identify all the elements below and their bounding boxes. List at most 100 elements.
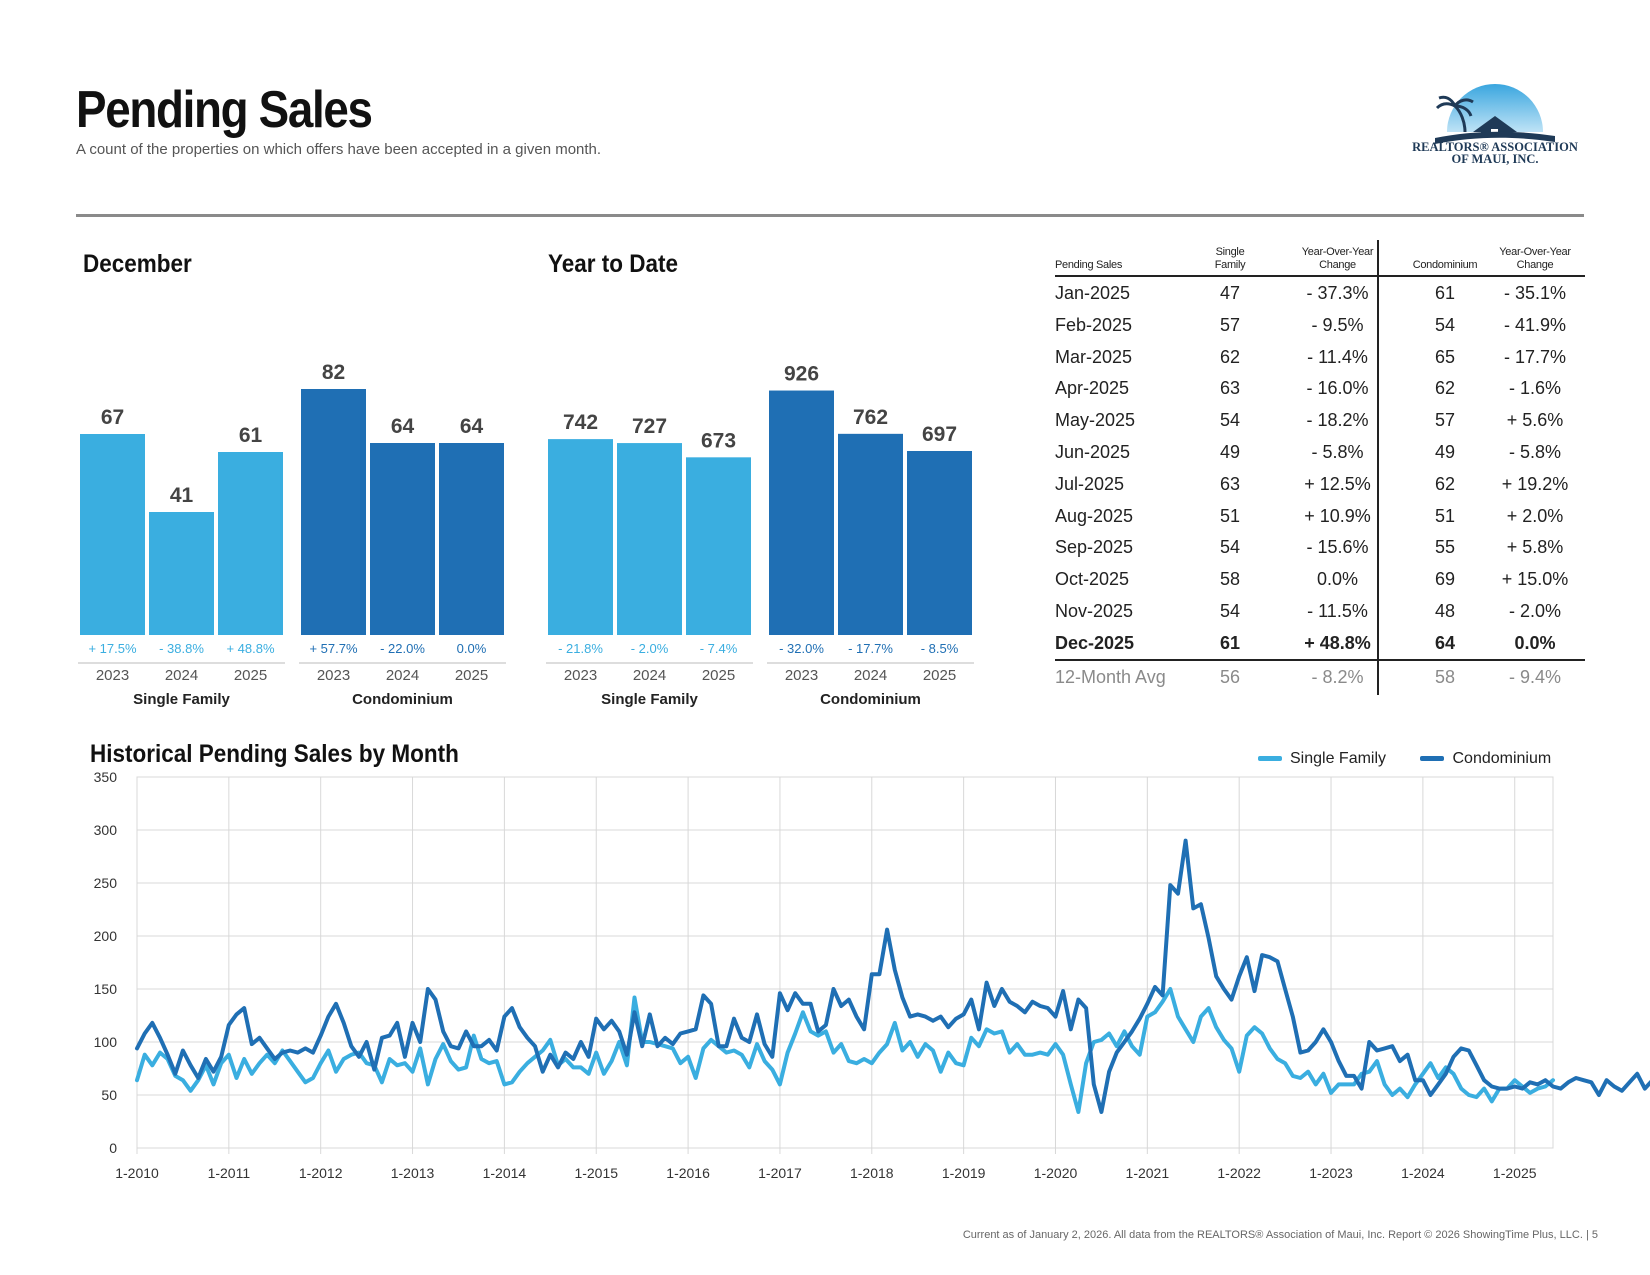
table-cell: 49	[1434, 441, 1456, 462]
table-cell: Dec-2025	[1055, 632, 1135, 653]
x-tick-label: 1-2025	[1493, 1165, 1537, 1181]
x-tick-label: 1-2010	[115, 1165, 159, 1181]
bar-change-label: 0.0%	[457, 641, 487, 656]
y-tick-label: 200	[94, 928, 118, 944]
ytd-chart-title: Year to Date	[548, 250, 679, 278]
table-cell: - 16.0%	[1306, 378, 1369, 399]
table-cell: 62	[1434, 473, 1456, 494]
bar-value-label: 727	[632, 415, 667, 438]
group-label: Condominium	[352, 691, 453, 708]
bar-value-label: 673	[701, 429, 736, 452]
x-tick-label: 1-2019	[942, 1165, 986, 1181]
table-cell: Jan-2025	[1055, 283, 1131, 303]
page-title: Pending Sales	[76, 81, 373, 139]
bar	[838, 433, 903, 635]
bar-change-label: - 2.0%	[631, 641, 669, 656]
bar-value-label: 926	[784, 363, 819, 386]
table-cell: + 2.0%	[1506, 505, 1564, 526]
bar-change-label: - 17.7%	[848, 641, 893, 656]
table-row: Sep-2025 54 - 15.6% 55 + 5.8%	[1055, 531, 1585, 563]
table-cell: 51	[1434, 505, 1456, 526]
condominium-series-line	[135, 838, 1650, 1114]
bar-category-label: 2025	[234, 667, 267, 684]
bar-change-label: - 38.8%	[159, 641, 204, 656]
table-cell: 12-Month Avg	[1055, 666, 1166, 687]
page-subtitle: A count of the properties on which offer…	[76, 141, 602, 158]
bar	[617, 443, 682, 635]
bar	[548, 439, 613, 635]
x-tick-label: 1-2024	[1401, 1165, 1445, 1181]
bar-category-label: 2024	[633, 667, 666, 684]
y-tick-label: 250	[94, 875, 118, 891]
table-cell: 57	[1434, 410, 1456, 431]
column-header: Year-Over-Year Change	[1301, 246, 1374, 271]
table-cell: - 9.5%	[1311, 314, 1364, 335]
table-row: Jul-2025 63 + 12.5% 62 + 19.2%	[1055, 468, 1585, 500]
group-label: Condominium	[820, 691, 921, 708]
table-cell: 62	[1219, 346, 1241, 367]
legend-label: Condominium	[1452, 749, 1552, 767]
history-chart-title: Historical Pending Sales by Month	[90, 740, 459, 768]
historical-line-chart: 0 50 100 150 200 250 300 350 1-2010 1-2011 1-2012 1…	[94, 769, 1650, 1181]
december-chart-title: December	[83, 250, 192, 278]
legend-label: Single Family	[1290, 749, 1387, 767]
legend-item-condominium: Condominium	[1420, 750, 1551, 768]
table-cell: 65	[1434, 346, 1456, 367]
bar-value-label: 41	[170, 484, 194, 507]
table-cell: 54	[1219, 410, 1241, 431]
bar-change-label: - 7.4%	[700, 641, 738, 656]
table-cell: 54	[1434, 314, 1456, 335]
realtors-logo-icon	[1435, 84, 1555, 144]
bar-category-label: 2025	[455, 667, 488, 684]
bar	[439, 443, 504, 635]
table-cell: 63	[1219, 378, 1241, 399]
x-tick-label: 1-2018	[850, 1165, 894, 1181]
bar-change-label: + 48.8%	[226, 641, 275, 656]
table-cell: - 1.6%	[1508, 378, 1562, 399]
table-cell: 54	[1219, 600, 1241, 621]
table-row: Jan-2025 47 - 37.3% 61 - 35.1%	[1055, 277, 1585, 309]
table-cell: - 5.8%	[1508, 441, 1562, 462]
table-cell: May-2025	[1055, 410, 1136, 431]
bar-value-label: 64	[391, 415, 415, 438]
table-cell: - 11.5%	[1307, 600, 1368, 621]
table-cell: 54	[1219, 537, 1241, 558]
x-tick-label: 1-2016	[666, 1165, 710, 1181]
table-cell: + 5.6%	[1506, 410, 1564, 431]
table-cell: 61	[1219, 632, 1241, 653]
table-cell: 62	[1434, 378, 1456, 399]
table-cell: 55	[1434, 537, 1456, 558]
table-cell: 56	[1219, 666, 1241, 687]
table-cell: 0.0%	[1316, 569, 1359, 590]
table-cell: - 35.1%	[1503, 283, 1567, 303]
table-cell: + 5.8%	[1506, 537, 1564, 558]
table-cell: 61	[1434, 283, 1456, 303]
bar-value-label: 82	[322, 361, 345, 384]
chart-legend: Single Family Condominium	[1258, 748, 1581, 768]
plot-frame	[136, 776, 1554, 1149]
table-cell: - 9.4%	[1508, 666, 1562, 687]
bar-change-label: - 32.0%	[779, 641, 824, 656]
bar-change-label: + 17.5%	[88, 641, 137, 656]
table-cell: 64	[1434, 632, 1456, 653]
legend-item-single-family: Single Family	[1258, 750, 1386, 768]
table-cell: - 8.2%	[1311, 666, 1364, 687]
column-header: Year-Over-Year Change	[1499, 246, 1571, 271]
ytd-bar-chart: 742 - 21.8% 2023 727 - 2.0% 2024 673 - 7.4% 2025…	[546, 363, 974, 708]
single-family-series-line	[135, 987, 1555, 1114]
bar-value-label: 64	[460, 415, 484, 438]
table-cell: Aug-2025	[1055, 505, 1134, 526]
bar-category-label: 2023	[564, 667, 597, 684]
bar	[907, 450, 972, 635]
x-tick-label: 1-2012	[299, 1165, 343, 1181]
table-cell: + 10.9%	[1304, 505, 1371, 526]
table-cell: - 17.7%	[1503, 346, 1567, 367]
table-row: Mar-2025 62 - 11.4% 65 - 17.7%	[1055, 341, 1585, 373]
table-row: Dec-2025 61 + 48.8% 64 0.0%	[1055, 627, 1585, 661]
bar-category-label: 2023	[785, 667, 818, 684]
bar-change-label: - 21.8%	[558, 641, 603, 656]
bar	[149, 512, 214, 635]
bar	[301, 389, 366, 635]
table-row: Apr-2025 63 - 16.0% 62 - 1.6%	[1055, 372, 1585, 404]
